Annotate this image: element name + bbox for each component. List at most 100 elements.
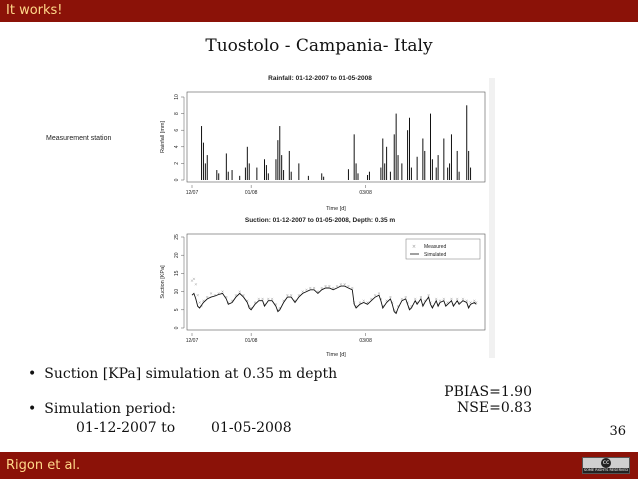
- measured-point: [328, 284, 331, 288]
- legend-marker-measured: ×: [412, 244, 416, 250]
- measured-point: [358, 301, 362, 304]
- legend-label-measured: Measured: [424, 244, 446, 250]
- y-tick-label: 10: [174, 94, 180, 100]
- measured-point: [400, 297, 404, 301]
- measured-point: [438, 299, 442, 302]
- figure: Rainfall: 01-12-2007 to 01-05-2008 0 2 4 6 8…: [160, 75, 495, 358]
- x-tick-label: 03/08: [359, 190, 372, 196]
- y-tick-label: 8: [174, 112, 180, 115]
- y-tick-label: 25: [174, 234, 180, 240]
- measured-point: [461, 297, 465, 301]
- measured-point: [435, 297, 438, 301]
- x-tick-label: 01/08: [245, 190, 258, 196]
- measured-point: [194, 283, 197, 286]
- suction-y-axis-label: Suction [KPa]: [160, 265, 166, 299]
- measured-point: [267, 297, 270, 301]
- measured-point: [351, 286, 354, 290]
- rainfall-x-axis-label: Time [d]: [326, 206, 346, 212]
- measured-point: [414, 297, 417, 301]
- y-tick-label: 5: [174, 308, 180, 311]
- measured-point: [389, 295, 392, 299]
- license-badge: cc SOME RIGHTS RESERVED: [582, 457, 630, 474]
- bullet-dot: •: [28, 366, 37, 382]
- measured-point: [209, 292, 213, 295]
- measured-point: [339, 283, 342, 286]
- measured-point: [469, 301, 472, 304]
- y-tick-label: 0: [174, 178, 180, 181]
- measured-point: [257, 297, 260, 301]
- measured-point: [324, 284, 327, 288]
- header-label: It works!: [6, 3, 63, 18]
- measured-point: [442, 297, 446, 301]
- measured-point: [190, 279, 194, 282]
- rainfall-chart-title: Rainfall: 01-12-2007 to 01-05-2008: [268, 75, 372, 82]
- suction-plot-frame: [186, 233, 486, 331]
- x-tick-label: 01/08: [245, 338, 258, 344]
- y-tick-label: 10: [174, 289, 180, 295]
- y-tick-label: 15: [174, 270, 180, 276]
- y-tick-label: 20: [174, 252, 180, 258]
- measured-point: [301, 290, 304, 293]
- cc-icon: cc: [601, 458, 611, 468]
- legend-box: [405, 238, 481, 260]
- measured-point: [373, 294, 377, 297]
- measured-point: [270, 297, 274, 301]
- period-end: 01-05-2008: [211, 420, 292, 436]
- suction-legend: × Measured Simulated: [405, 238, 481, 260]
- nse-value: NSE=0.83: [457, 400, 532, 416]
- y-tick-label: 4: [174, 145, 180, 148]
- legend-label-simulated: Simulated: [424, 252, 446, 258]
- measured-point: [305, 288, 308, 291]
- y-tick-label: 2: [174, 162, 180, 165]
- x-tick-label: 03/08: [359, 338, 372, 344]
- measured-point: [450, 297, 453, 301]
- footer-bar: Rigon et al. cc SOME RIGHTS RESERVED: [0, 452, 638, 479]
- measured-point: [465, 299, 468, 302]
- measured-point: [347, 284, 350, 288]
- measured-point: [290, 294, 293, 297]
- measured-point: [377, 292, 381, 295]
- measured-point: [206, 295, 209, 299]
- license-text: SOME RIGHTS RESERVED: [583, 468, 629, 473]
- measured-point: [192, 277, 196, 281]
- measured-point: [286, 294, 289, 297]
- measured-point: [473, 299, 476, 302]
- y-tick-label: 6: [174, 129, 180, 132]
- measured-point: [456, 297, 459, 301]
- slide-title: Tuostolo - Campania- Italy: [205, 36, 433, 56]
- measured-point: [335, 284, 339, 288]
- bullet-period: • Simulation period:: [28, 401, 176, 417]
- measured-point: [312, 286, 316, 290]
- rainfall-y-axis-label: Rainfall [mm]: [160, 120, 166, 153]
- measured-point: [332, 286, 335, 290]
- suction-x-axis-label: Time [d]: [326, 352, 346, 358]
- measured-point: [320, 286, 323, 290]
- pbias-value: PBIAS=1.90: [444, 384, 532, 400]
- page-number: 36: [609, 424, 626, 439]
- measured-point: [198, 301, 201, 304]
- rainfall-plot-frame: [186, 91, 486, 183]
- x-tick-label: 12/07: [186, 190, 199, 196]
- period-start: 01-12-2007 to: [76, 420, 176, 436]
- simulated-line: [191, 285, 477, 315]
- footer-author: Rigon et al.: [6, 458, 81, 473]
- bullet-suction-text: Suction [KPa] simulation at 0.35 m depth: [44, 366, 338, 382]
- suction-chart-title: Suction: 01-12-2007 to 01-05-2008, Depth…: [245, 217, 396, 224]
- measured-point: [419, 295, 423, 299]
- measured-point: [343, 283, 346, 286]
- measured-point: [309, 286, 312, 290]
- measured-point: [261, 297, 264, 301]
- y-tick-label: 0: [174, 326, 180, 329]
- measured-point: [221, 290, 224, 293]
- bullet-suction: • Suction [KPa] simulation at 0.35 m dept…: [28, 366, 337, 382]
- bullet-period-text: Simulation period:: [44, 401, 176, 417]
- bullet-dot: •: [28, 401, 37, 417]
- measured-point: [404, 295, 407, 299]
- x-tick-label: 12/07: [186, 338, 199, 344]
- header-bar: It works!: [0, 0, 638, 22]
- suction-chart: Suction: 01-12-2007 to 01-05-2008, Depth…: [160, 217, 486, 358]
- measured-point: [362, 299, 365, 302]
- measured-point: [196, 294, 199, 297]
- measured-point: [427, 294, 430, 297]
- measured-point: [238, 290, 241, 293]
